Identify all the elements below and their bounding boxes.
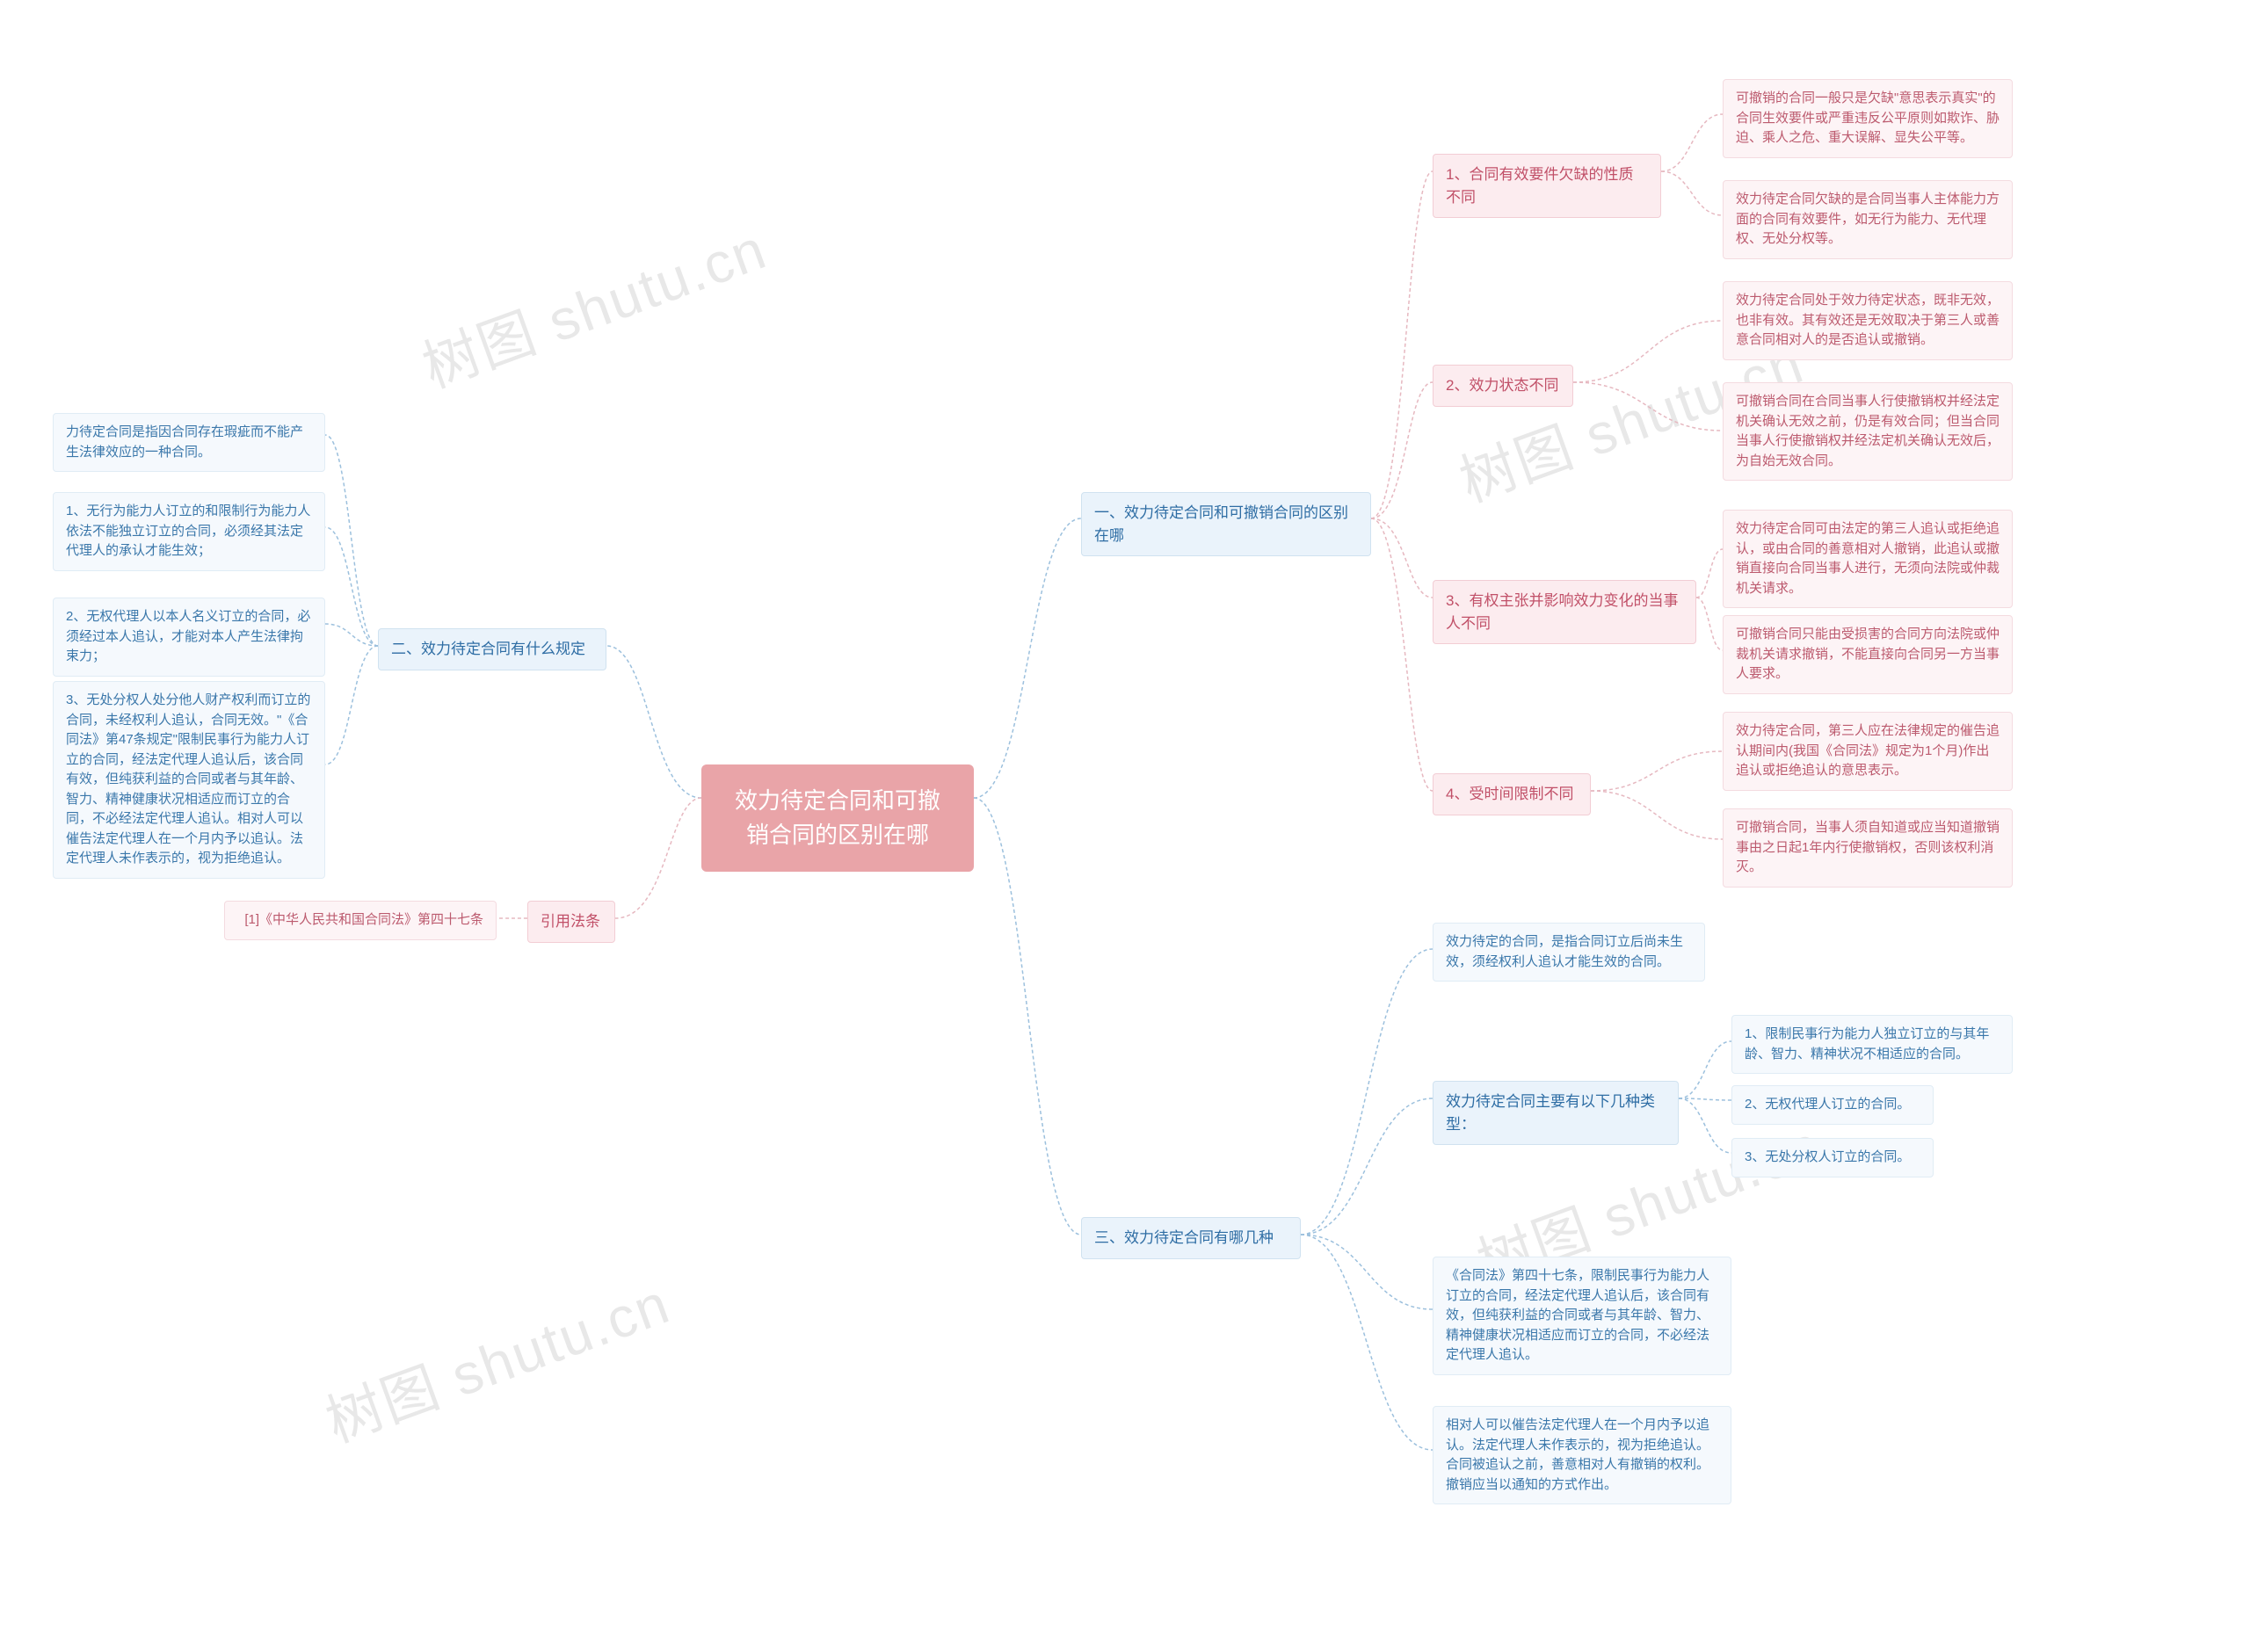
leaf-node: 2、无权代理人以本人名义订立的合同，必须经过本人追认，才能对本人产生法律拘束力； — [53, 598, 325, 677]
branch-rules[interactable]: 二、效力待定合同有什么规定 — [378, 628, 606, 670]
watermark: 树图 shutu.cn — [410, 205, 776, 404]
leaf-node: 1、限制民事行为能力人独立订立的与其年龄、智力、精神状况不相适应的合同。 — [1731, 1015, 2013, 1074]
leaf-node: 可撤销合同在合同当事人行使撤销权并经法定机关确认无效之前，仍是有效合同；但当合同… — [1723, 382, 2013, 481]
leaf-node: 3、无处分权人处分他人财产权利而订立的合同，未经权利人追认，合同无效。"《合同法… — [53, 681, 325, 879]
leaf-node: 可撤销合同只能由受损害的合同方向法院或仲裁机关请求撤销，不能直接向合同另一方当事… — [1723, 615, 2013, 694]
branch-differences[interactable]: 一、效力待定合同和可撤销合同的区别在哪 — [1081, 492, 1371, 556]
leaf-node: 力待定合同是指因合同存在瑕疵而不能产生法律效应的一种合同。 — [53, 413, 325, 472]
sub-different-nature[interactable]: 1、合同有效要件欠缺的性质不同 — [1433, 154, 1661, 218]
leaf-node: 效力待定合同，第三人应在法律规定的催告追认期间内(我国《合同法》规定为1个月)作… — [1723, 712, 2013, 791]
leaf-node: 2、无权代理人订立的合同。 — [1731, 1085, 1934, 1125]
leaf-node: 效力待定合同欠缺的是合同当事人主体能力方面的合同有效要件，如无行为能力、无代理权… — [1723, 180, 2013, 259]
leaf-node: 可撤销合同，当事人须自知道或应当知道撤销事由之日起1年内行使撤销权，否则该权利消… — [1723, 808, 2013, 888]
leaf-node: 效力待定的合同，是指合同订立后尚未生效，须经权利人追认才能生效的合同。 — [1433, 923, 1705, 982]
sub-different-status[interactable]: 2、效力状态不同 — [1433, 365, 1573, 407]
leaf-node: 可撤销的合同一般只是欠缺"意思表示真实"的合同生效要件或严重违反公平原则如欺诈、… — [1723, 79, 2013, 158]
sub-different-party[interactable]: 3、有权主张并影响效力变化的当事人不同 — [1433, 580, 1696, 644]
sub-types-list[interactable]: 效力待定合同主要有以下几种类型： — [1433, 1081, 1679, 1145]
leaf-node: 效力待定合同处于效力待定状态，既非无效，也非有效。其有效还是无效取决于第三人或善… — [1723, 281, 2013, 360]
leaf-node: 相对人可以催告法定代理人在一个月内予以追认。法定代理人未作表示的，视为拒绝追认。… — [1433, 1406, 1731, 1504]
leaf-node: 《合同法》第四十七条，限制民事行为能力人订立的合同，经法定代理人追认后，该合同有… — [1433, 1257, 1731, 1375]
leaf-citation: [1]《中华人民共和国合同法》第四十七条 — [224, 901, 497, 940]
leaf-node: 3、无处分权人订立的合同。 — [1731, 1138, 1934, 1177]
branch-types[interactable]: 三、效力待定合同有哪几种 — [1081, 1217, 1301, 1259]
sub-different-time[interactable]: 4、受时间限制不同 — [1433, 773, 1591, 815]
branch-citation[interactable]: 引用法条 — [527, 901, 615, 943]
leaf-node: 效力待定合同可由法定的第三人追认或拒绝追认，或由合同的善意相对人撤销，此追认或撤… — [1723, 510, 2013, 608]
root-node[interactable]: 效力待定合同和可撤销合同的区别在哪 — [701, 764, 974, 872]
watermark: 树图 shutu.cn — [314, 1259, 679, 1459]
leaf-node: 1、无行为能力人订立的和限制行为能力人依法不能独立订立的合同，必须经其法定代理人… — [53, 492, 325, 571]
